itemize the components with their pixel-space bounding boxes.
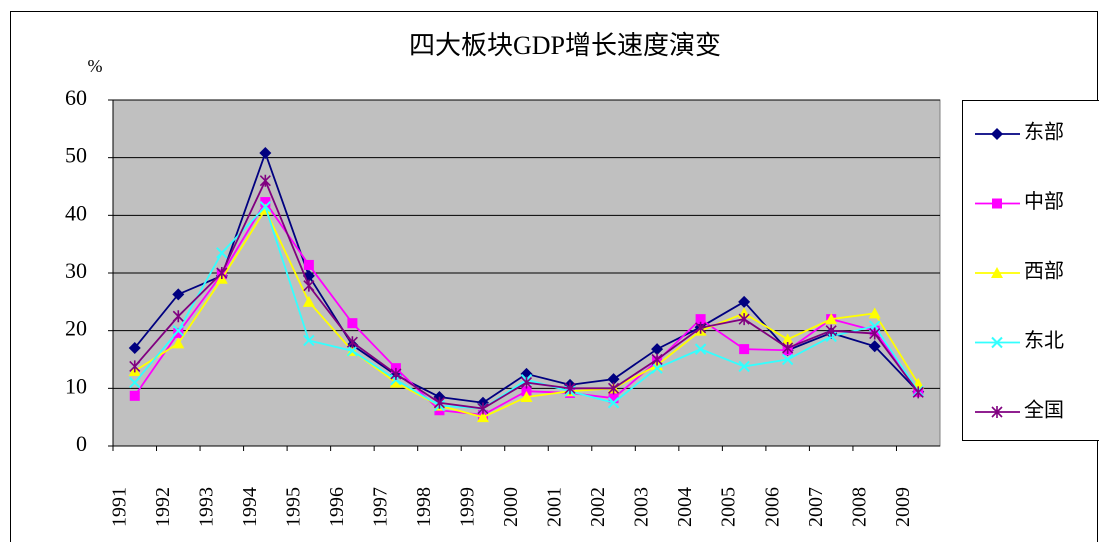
chart-title: 四大板块GDP增长速度演变 (409, 31, 721, 60)
x-tick-label: 1999 (457, 487, 479, 527)
x-tick-label: 1991 (108, 487, 130, 527)
y-tick-label: 0 (76, 431, 87, 456)
y-tick-label: 50 (65, 143, 87, 168)
x-tick-label: 1993 (195, 487, 217, 527)
marker (739, 344, 749, 354)
y-tick-label: 40 (65, 200, 87, 225)
x-tick-label: 2000 (500, 487, 522, 527)
legend-label: 全国 (1024, 399, 1064, 422)
marker (347, 318, 357, 328)
x-tick-label: 1995 (282, 487, 304, 527)
marker (304, 260, 314, 270)
legend-label: 东部 (1024, 121, 1064, 144)
x-tick-label: 1996 (326, 487, 348, 527)
x-tick-label: 1992 (152, 487, 174, 527)
x-tick-label: 2006 (761, 487, 783, 527)
x-tick-label: 2003 (631, 487, 653, 527)
x-tick-label: 1997 (370, 487, 392, 527)
marker (130, 391, 140, 401)
y-tick-label: 10 (65, 373, 87, 398)
y-tick-label: 20 (65, 316, 87, 341)
x-tick-label: 2002 (587, 487, 609, 527)
marker (992, 199, 1002, 209)
x-tick-label: 2001 (544, 487, 566, 527)
x-tick-label: 2009 (892, 487, 914, 527)
y-unit: % (88, 56, 103, 76)
x-tick-label: 2004 (674, 487, 696, 527)
x-tick-label: 2008 (848, 487, 870, 527)
x-tick-label: 2007 (805, 487, 827, 527)
x-tick-label: 2005 (718, 487, 740, 527)
legend-label: 西部 (1024, 260, 1064, 283)
y-tick-label: 30 (65, 258, 87, 283)
y-tick-label: 60 (65, 85, 87, 110)
x-tick-label: 1994 (239, 487, 261, 527)
legend-label: 东北 (1024, 329, 1064, 352)
x-tick-label: 1998 (413, 487, 435, 527)
legend-label: 中部 (1024, 190, 1064, 213)
